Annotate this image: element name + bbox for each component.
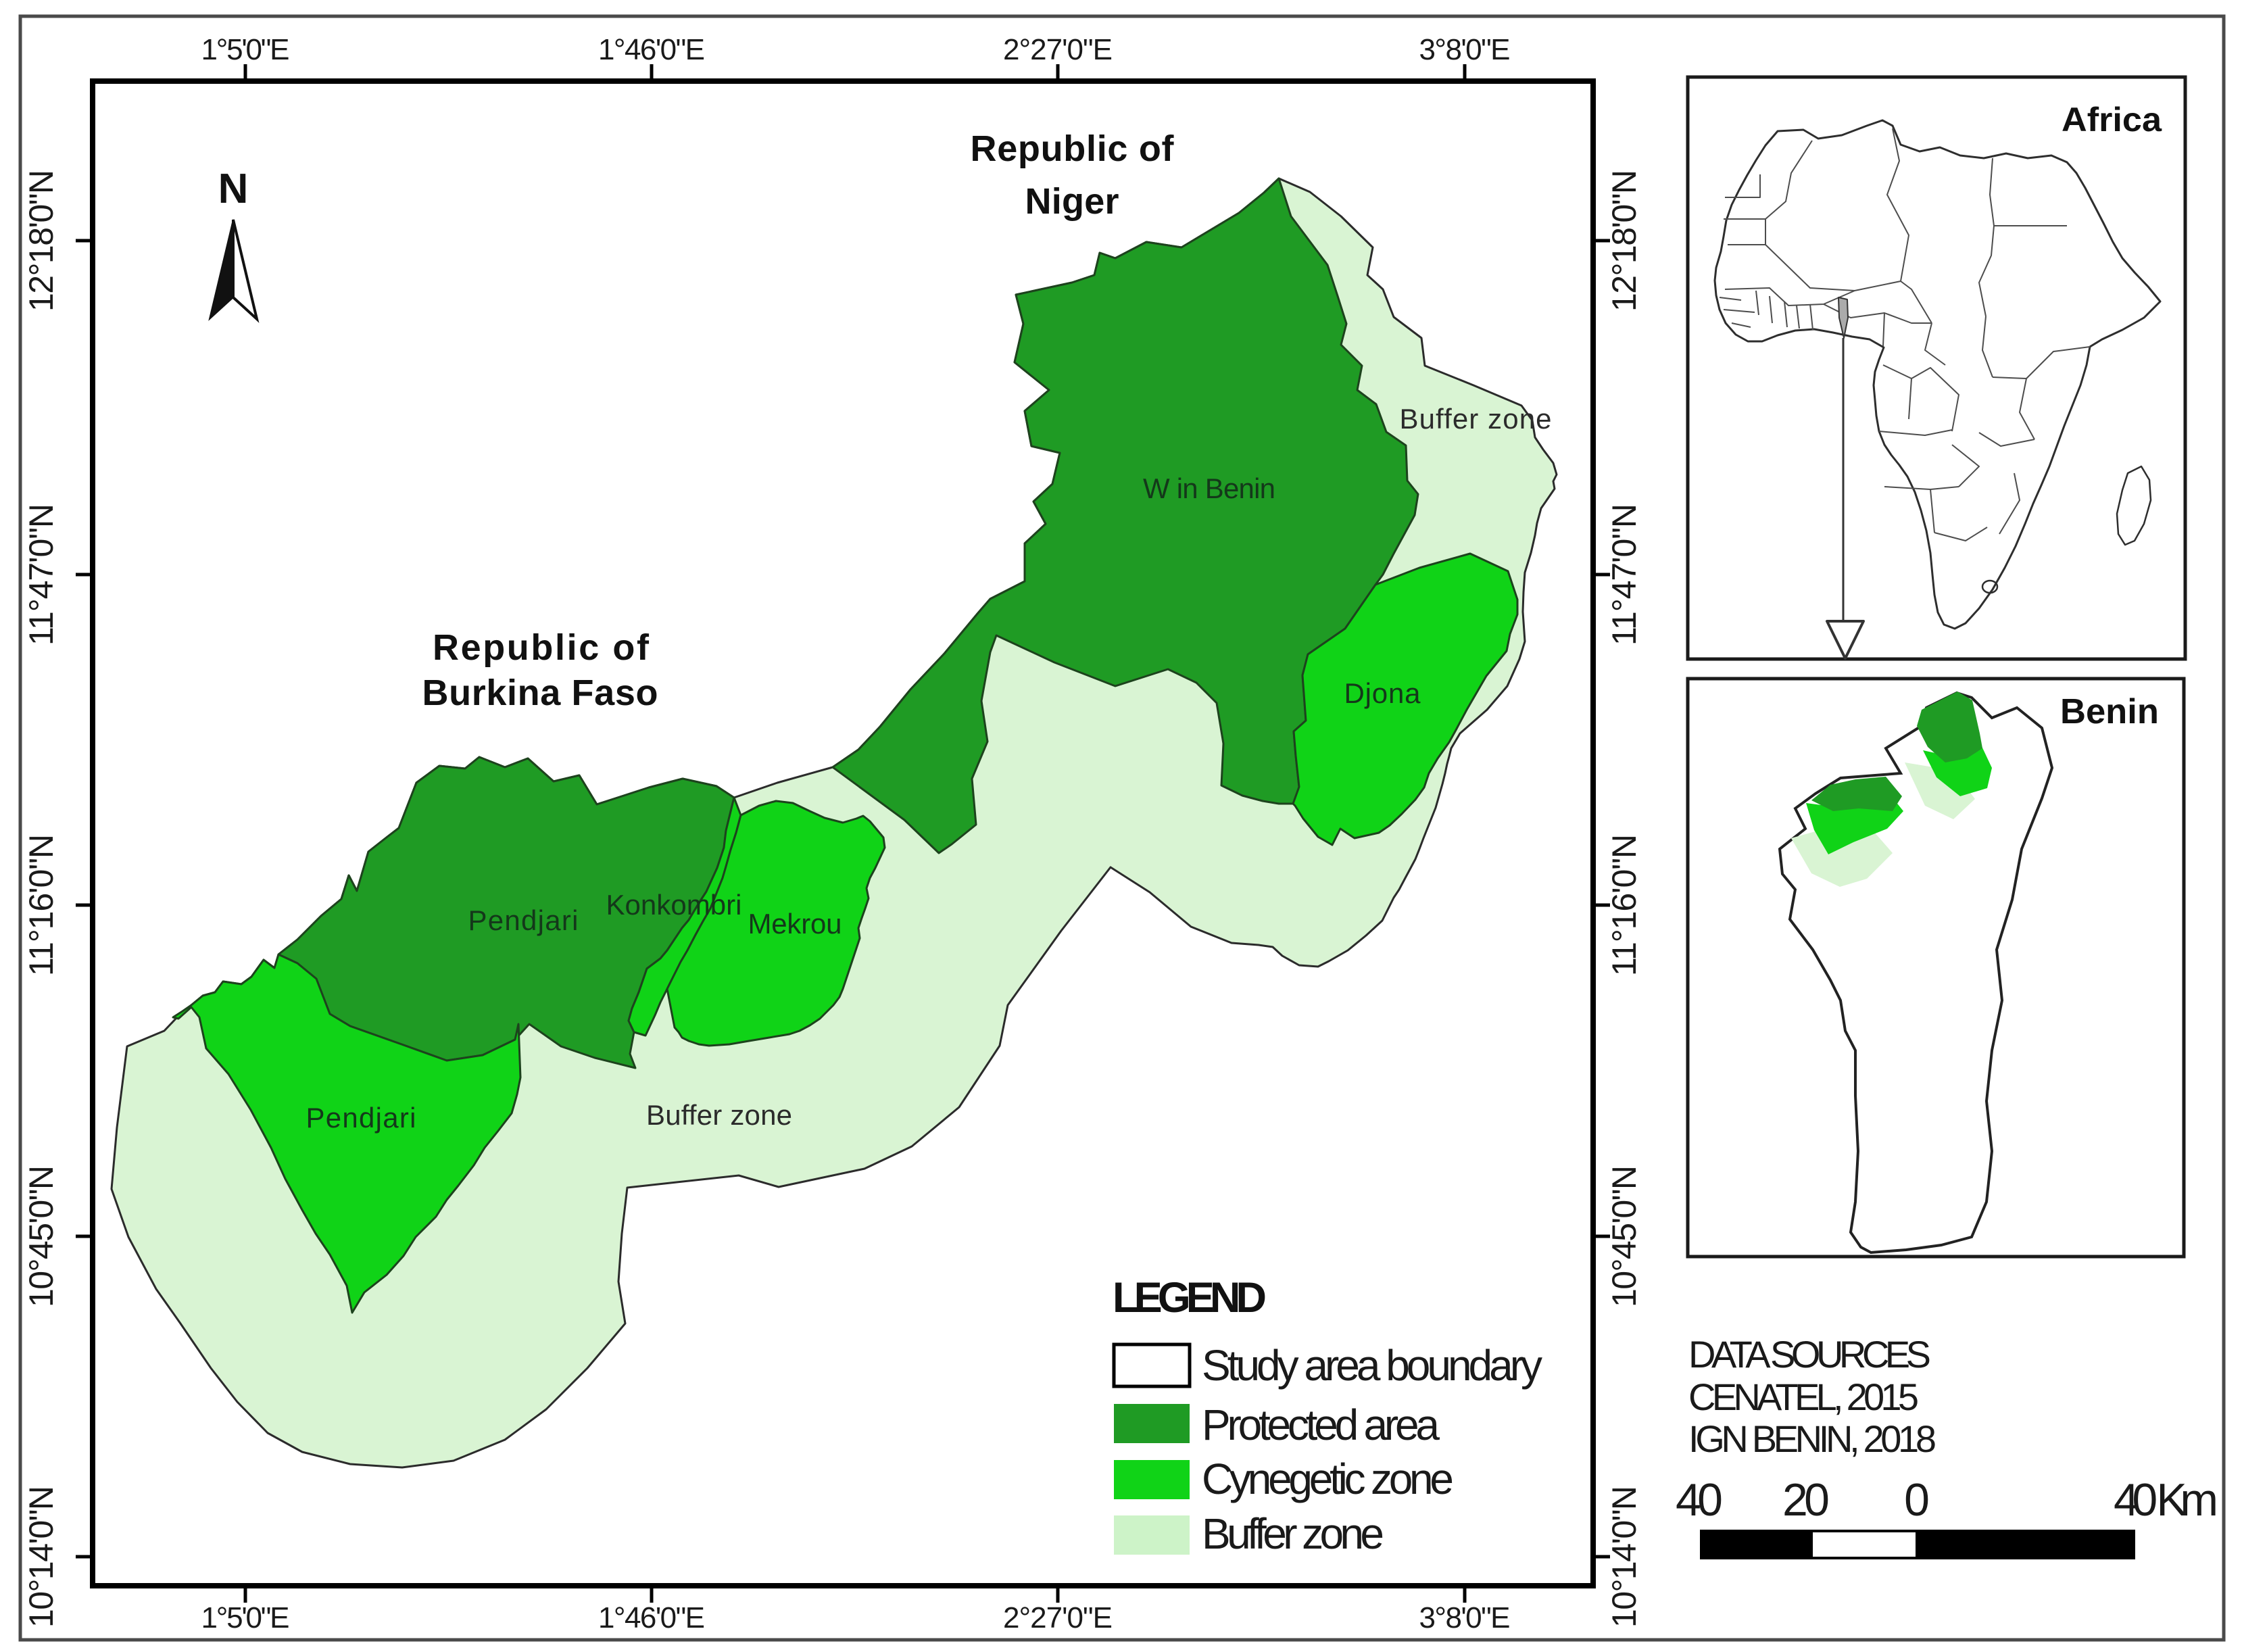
svg-text:Protected area: Protected area [1202,1401,1440,1449]
svg-text:Buffer zone: Buffer zone [646,1099,792,1131]
svg-text:Africa: Africa [2062,101,2162,139]
svg-text:Republic of: Republic of [971,128,1175,169]
svg-text:N: N [218,166,249,212]
svg-text:DATA SOURCES: DATA SOURCES [1688,1333,1931,1376]
svg-text:1°5'0"E: 1°5'0"E [201,33,290,66]
svg-text:10°14'0"N: 10°14'0"N [22,1486,60,1628]
svg-text:Konkombri: Konkombri [606,889,742,921]
svg-text:11°47'0"N: 11°47'0"N [1605,504,1643,646]
svg-text:W in Benin: W in Benin [1143,472,1275,504]
svg-text:1°5'0"E: 1°5'0"E [201,1601,290,1634]
svg-text:Buffer zone: Buffer zone [1202,1509,1384,1558]
svg-text:11°16'0"N: 11°16'0"N [22,834,60,976]
svg-text:3°8'0"E: 3°8'0"E [1419,33,1511,66]
svg-text:Republic of: Republic of [433,627,650,668]
svg-text:10°14'0"N: 10°14'0"N [1605,1486,1643,1628]
svg-text:Djona: Djona [1344,677,1421,709]
svg-text:11°47'0"N: 11°47'0"N [22,504,60,646]
svg-text:Buffer zone: Buffer zone [1400,403,1552,435]
svg-text:Pendjari: Pendjari [468,904,579,936]
svg-text:LEGEND: LEGEND [1113,1274,1267,1321]
svg-text:10°45'0"N: 10°45'0"N [22,1165,60,1307]
svg-text:0: 0 [1904,1474,1930,1526]
svg-text:IGN BENIN, 2018: IGN BENIN, 2018 [1688,1417,1936,1460]
svg-text:Mekrou: Mekrou [748,908,842,940]
svg-text:40: 40 [1676,1474,1723,1526]
svg-text:40 Km: 40 Km [2114,1474,2218,1526]
svg-text:12°18'0"N: 12°18'0"N [22,170,60,312]
svg-text:Benin: Benin [2060,692,2159,731]
svg-text:20: 20 [1782,1474,1830,1526]
svg-text:Burkina Faso: Burkina Faso [422,673,658,713]
svg-text:Cynegetic zone: Cynegetic zone [1202,1455,1454,1503]
svg-text:2°27'0"E: 2°27'0"E [1003,1601,1113,1634]
svg-text:1°46'0"E: 1°46'0"E [598,33,705,66]
svg-text:Pendjari: Pendjari [306,1102,416,1134]
svg-text:12°18'0"N: 12°18'0"N [1605,170,1643,312]
svg-text:1°46'0"E: 1°46'0"E [598,1601,705,1634]
svg-text:Study area boundary: Study area boundary [1202,1341,1542,1390]
svg-text:11°16'0"N: 11°16'0"N [1605,834,1643,976]
svg-text:3°8'0"E: 3°8'0"E [1419,1601,1511,1634]
svg-text:10°45'0"N: 10°45'0"N [1605,1165,1643,1307]
svg-text:2°27'0"E: 2°27'0"E [1003,33,1113,66]
svg-text:CENATEL, 2015: CENATEL, 2015 [1688,1376,1919,1418]
svg-text:Niger: Niger [1025,181,1119,222]
